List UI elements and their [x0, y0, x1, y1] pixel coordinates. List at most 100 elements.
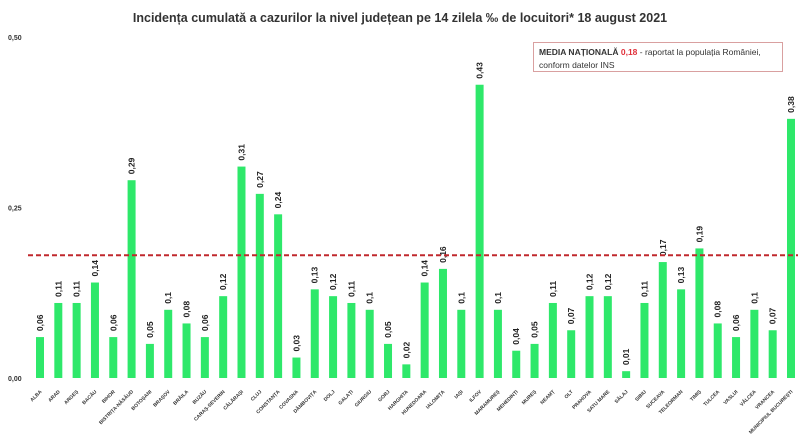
bar [182, 323, 191, 378]
bar [475, 84, 484, 379]
data-label: 0,1 [749, 292, 759, 304]
bar [402, 364, 411, 378]
category-label: SĂLAJ [613, 388, 630, 405]
category-label: VASLUI [723, 389, 740, 406]
data-label: 0,11 [72, 281, 82, 297]
data-label: 0,12 [328, 273, 338, 290]
bar [347, 302, 356, 378]
data-label: 0,19 [694, 226, 704, 243]
bar [420, 282, 429, 378]
note-heading: MEDIA NAȚIONALĂ [539, 47, 619, 57]
category-label: ARAD [47, 389, 62, 404]
bar [530, 343, 539, 378]
national-average-note: MEDIA NAȚIONALĂ 0,18 - raportat la popul… [533, 42, 783, 72]
data-label: 0,1 [163, 292, 173, 304]
bar [768, 330, 777, 378]
category-label: BUZĂU [191, 388, 209, 406]
bar [713, 323, 722, 378]
data-label: 0,05 [145, 321, 155, 338]
data-label: 0,05 [383, 321, 393, 338]
data-label: 0,43 [475, 62, 485, 79]
data-label: 0,11 [53, 281, 63, 297]
data-label: 0,24 [273, 192, 283, 209]
note-text: - raportat la populația României, [637, 47, 761, 57]
category-label: IALOMIȚA [425, 389, 447, 411]
bar [109, 337, 118, 378]
bar [164, 309, 173, 378]
category-label: NEAMȚ [539, 389, 556, 406]
category-label: CĂLĂRAȘI [222, 388, 246, 412]
y-tick-label: 0,00 [8, 376, 22, 383]
category-label: MUREȘ [521, 389, 538, 406]
category-label: SIBIU [634, 389, 648, 403]
data-label: 0,1 [365, 292, 375, 304]
note-value: 0,18 [620, 47, 638, 57]
data-label: 0,27 [255, 171, 265, 188]
bar [72, 302, 81, 378]
category-label: BIHOR [101, 389, 117, 405]
bar [384, 343, 393, 378]
data-label: 0,03 [291, 335, 301, 352]
category-label: OLT [564, 389, 575, 400]
category-label: IAȘI [454, 389, 466, 401]
bar [548, 302, 557, 378]
bar [512, 350, 521, 378]
bar [200, 337, 209, 378]
category-label: CLUJ [250, 389, 264, 403]
y-tick-label: 0,25 [8, 206, 22, 213]
data-label: 0,1 [456, 292, 466, 304]
data-label: 0,11 [346, 281, 356, 297]
bar [622, 371, 631, 378]
y-tick-label: 0,50 [8, 35, 22, 42]
data-label: 0,13 [310, 267, 320, 284]
data-label: 0,04 [511, 328, 521, 345]
bar [658, 262, 667, 378]
data-label: 0,05 [530, 321, 540, 338]
bar [90, 282, 99, 378]
bar [310, 289, 319, 378]
data-label: 0,29 [127, 157, 137, 174]
bar [292, 357, 301, 378]
category-label: TULCEA [703, 389, 722, 408]
data-label: 0,11 [548, 281, 558, 297]
data-label: 0,38 [786, 96, 796, 113]
bar [127, 180, 136, 378]
data-label: 0,12 [218, 273, 228, 290]
data-label: 0,02 [401, 342, 411, 359]
bar [219, 296, 228, 378]
bar [493, 309, 502, 378]
note-line2: conform datelor INS [539, 60, 615, 70]
bar [732, 337, 741, 378]
category-label: DOLJ [323, 389, 337, 403]
bar [567, 330, 576, 378]
data-label: 0,14 [420, 260, 430, 277]
bar [640, 302, 649, 378]
category-label: ARGEȘ [63, 389, 80, 406]
category-label: BISTRIȚA-NĂSĂUD [97, 388, 135, 426]
data-label: 0,17 [658, 239, 668, 256]
data-label: 0,1 [493, 292, 503, 304]
bar [255, 193, 264, 378]
category-label: BOTOȘANI [130, 389, 153, 412]
category-label: BRAȘOV [152, 389, 172, 409]
bar [787, 118, 795, 378]
bar [695, 248, 704, 378]
bar [585, 296, 594, 378]
data-label: 0,16 [438, 246, 448, 263]
category-label: BRĂILA [172, 388, 191, 407]
x-axis-labels: ALBA ARAD ARGEȘ BACĂU BIHORBISTRIȚA-NĂSĂUDBO… [29, 388, 794, 435]
data-label: 0,08 [182, 301, 192, 318]
bar [750, 309, 759, 378]
bar [438, 268, 447, 378]
category-label: GORJ [377, 389, 391, 403]
chart-title: Incidența cumulată a cazurilor la nivel … [133, 11, 667, 25]
bar [603, 296, 612, 378]
bar [365, 309, 374, 378]
data-label: 0,06 [108, 314, 118, 331]
bar [329, 296, 338, 378]
category-label: ILFOV [468, 389, 483, 404]
data-label: 0,06 [35, 314, 45, 331]
y-axis: 0,00 0,25 0,50 [8, 35, 22, 383]
bar [274, 214, 283, 378]
data-label: 0,31 [236, 144, 246, 161]
